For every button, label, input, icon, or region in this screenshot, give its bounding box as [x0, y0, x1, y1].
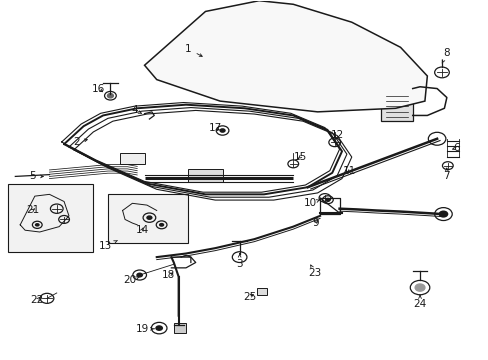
Text: 9: 9	[311, 218, 318, 228]
Circle shape	[136, 273, 143, 278]
Text: 16: 16	[91, 84, 104, 94]
Text: 24: 24	[412, 296, 426, 309]
Text: 1: 1	[185, 44, 202, 57]
Text: 20: 20	[123, 275, 139, 285]
Text: 15: 15	[293, 152, 306, 162]
Text: 18: 18	[162, 270, 175, 280]
Circle shape	[325, 198, 330, 202]
Text: 13: 13	[99, 240, 117, 251]
Bar	[256, 288, 267, 295]
Bar	[380, 89, 412, 121]
Text: 14: 14	[135, 225, 148, 235]
Circle shape	[219, 128, 225, 133]
Text: 10: 10	[303, 198, 319, 208]
Bar	[120, 153, 144, 164]
Circle shape	[414, 284, 424, 291]
Bar	[188, 169, 222, 182]
Bar	[108, 194, 188, 243]
Circle shape	[155, 325, 163, 331]
Bar	[8, 184, 93, 252]
Text: 21: 21	[26, 206, 39, 216]
Text: 25: 25	[242, 292, 256, 302]
Text: 17: 17	[208, 123, 222, 133]
Text: 19: 19	[135, 324, 154, 334]
Text: 6: 6	[452, 143, 459, 153]
Bar	[173, 323, 185, 333]
Text: 2: 2	[73, 138, 87, 147]
Text: 4: 4	[131, 105, 141, 115]
Text: 11: 11	[342, 166, 355, 176]
Text: 7: 7	[443, 168, 449, 181]
Circle shape	[35, 223, 40, 226]
Text: 3: 3	[236, 254, 243, 269]
Text: 23: 23	[308, 265, 321, 278]
Text: 12: 12	[330, 130, 343, 140]
Circle shape	[107, 94, 113, 98]
Text: 5: 5	[29, 171, 43, 181]
Circle shape	[159, 223, 164, 227]
Polygon shape	[144, 1, 427, 112]
Circle shape	[438, 211, 447, 218]
Circle shape	[146, 215, 152, 220]
Text: 8: 8	[441, 48, 449, 63]
Text: 22: 22	[31, 295, 44, 305]
